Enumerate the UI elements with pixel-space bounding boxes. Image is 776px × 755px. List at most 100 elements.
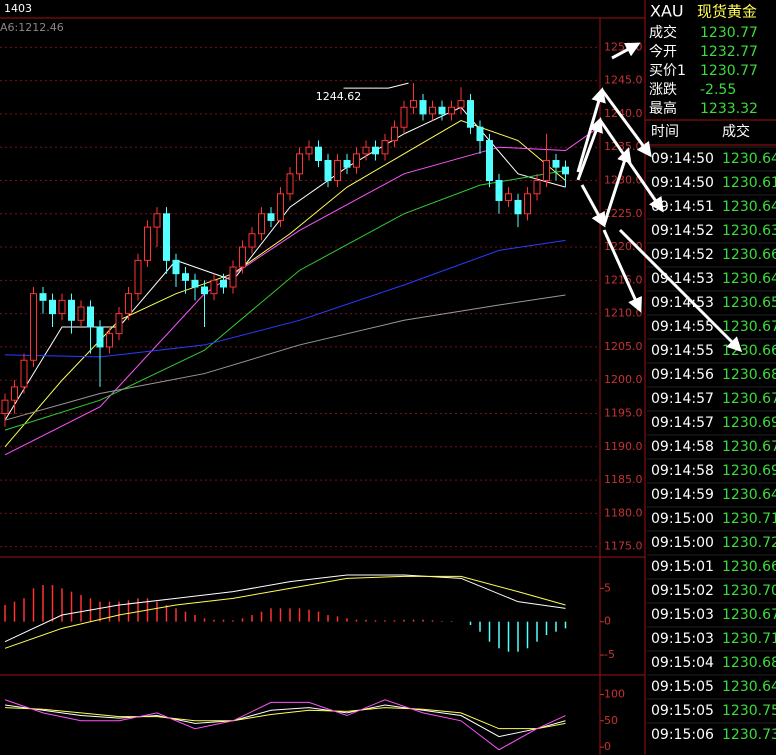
arrows: [576, 42, 743, 353]
symbol: XAU: [650, 2, 684, 21]
candle-body: [505, 193, 512, 201]
candle-body: [115, 313, 123, 335]
trade-time: 09:15:03: [651, 607, 714, 623]
trade-time: 09:14:53: [651, 295, 714, 311]
candle-body: [1, 399, 9, 415]
candle-body: [134, 259, 142, 295]
trade-price: 1230.69: [722, 463, 776, 479]
candle-body: [429, 106, 436, 115]
y-tick-label: 0: [604, 740, 611, 753]
y-tick-label: 1235.0: [604, 140, 643, 153]
quote-label: 最高: [649, 100, 677, 117]
symbol-name: 现货黄金: [697, 3, 757, 21]
candle-body: [343, 160, 351, 168]
candle-body: [96, 326, 104, 348]
candle-body: [267, 213, 275, 221]
trade-time: 09:14:50: [651, 151, 714, 167]
candle-body: [552, 160, 560, 168]
y-tick-label: 5: [604, 581, 611, 594]
candle-body: [153, 213, 161, 228]
candle-body: [353, 153, 360, 168]
candle-body: [39, 293, 47, 301]
y-tick-label: 1180.0: [604, 506, 643, 519]
y-tick-label: 1175.0: [604, 540, 643, 553]
quote-label: 今开: [649, 44, 677, 60]
col-head: 时间: [651, 124, 679, 140]
trade-price: 1230.68: [722, 367, 776, 383]
trade-time: 09:14:55: [651, 343, 714, 359]
ma-line: [4, 120, 566, 448]
trade-time: 09:14:56: [651, 367, 714, 383]
trade-time: 09:14:57: [651, 415, 714, 431]
y-tick-label: 1210.0: [604, 307, 643, 320]
candle-body: [467, 100, 474, 128]
trade-price: 1230.71: [722, 631, 776, 647]
candle-body: [524, 193, 531, 215]
trade-time: 09:15:01: [651, 559, 714, 575]
y-tick-label: 1200.0: [604, 373, 643, 386]
candle-body: [324, 160, 332, 181]
quote-value: 1232.77: [700, 44, 758, 60]
trade-price: 1230.67: [722, 319, 776, 335]
candle-body: [239, 246, 246, 268]
col-head: 成交: [722, 123, 750, 140]
quote-panel: 成交 1230.77 今开 1232.77 买价1 1230.77 涨跌 -2.55 最高 123…: [649, 24, 758, 117]
y-tick-label: 1240.0: [604, 107, 643, 120]
candle-body: [258, 213, 265, 235]
candle-body: [49, 299, 56, 315]
trade-price: 1230.68: [722, 655, 776, 671]
ma-line: [4, 707, 566, 730]
y-tick-label: 1225.0: [604, 207, 643, 220]
ma-line: [4, 704, 566, 738]
trade-time: 09:15:06: [651, 727, 714, 743]
trade-time: 09:14:59: [651, 487, 714, 503]
y-tick-label: 1190.0: [604, 440, 643, 453]
candle-body: [144, 226, 151, 261]
trade-time: 09:14:58: [651, 439, 714, 455]
trade-price: 1230.69: [722, 415, 776, 431]
annotation-leader: [343, 82, 409, 89]
trade-price: 1230.71: [722, 511, 776, 527]
candle-body: [476, 126, 484, 142]
candle-body: [296, 153, 303, 175]
trade-price: 1230.72: [722, 535, 776, 551]
candle-body: [11, 386, 18, 401]
trade-price: 1230.73: [722, 727, 776, 743]
trade-time: 09:14:51: [651, 199, 714, 215]
candle-body: [106, 333, 113, 348]
trade-price: 1230.64: [722, 151, 776, 167]
trade-price: 1230.67: [722, 439, 776, 455]
ma-line: [4, 575, 566, 649]
candle-body: [410, 100, 417, 108]
candle-body: [448, 106, 455, 115]
candle-body: [58, 299, 66, 315]
candle-body: [495, 179, 503, 201]
y-tick-label: 0: [604, 615, 611, 628]
candle-body: [229, 266, 237, 288]
y-tick-label: 1185.0: [604, 473, 643, 486]
trade-price: 1230.64: [722, 487, 776, 503]
trade-price: 1230.63: [722, 223, 776, 239]
ma-line: [4, 699, 566, 751]
candle-body: [543, 160, 550, 181]
ma-label: A6:1212.46: [0, 21, 64, 34]
candle-body: [362, 146, 370, 155]
candle-body: [191, 279, 199, 288]
trade-time: 09:15:05: [651, 703, 714, 719]
trade-time: 09:14:50: [651, 175, 714, 191]
candle-body: [182, 273, 189, 281]
trade-time: 09:15:05: [651, 679, 714, 695]
candle-body: [30, 293, 37, 361]
candle-body: [391, 126, 398, 142]
trade-time: 09:15:03: [651, 631, 714, 647]
y-tick-label: 100: [604, 687, 625, 700]
candle-body: [400, 106, 408, 128]
trade-time: 09:15:02: [651, 583, 714, 599]
trade-time: 09:14:53: [651, 271, 714, 287]
candle-body: [210, 279, 218, 295]
candle-body: [68, 299, 75, 321]
trade-price: 1230.67: [722, 391, 776, 407]
trade-time: 09:14:55: [651, 319, 714, 335]
